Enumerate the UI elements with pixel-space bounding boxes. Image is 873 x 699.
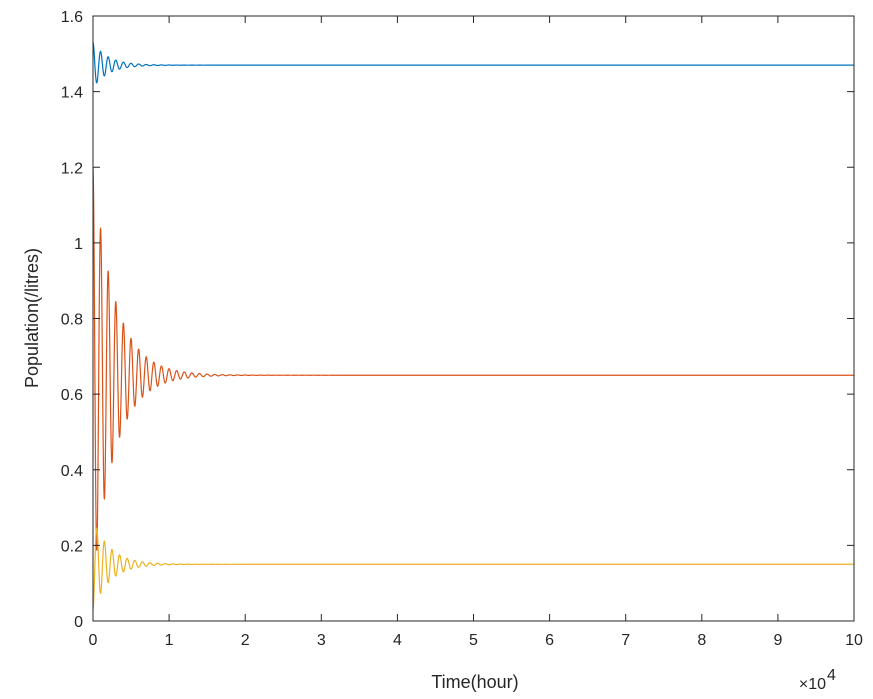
y-tick-label: 1	[74, 236, 83, 253]
y-tick-label: 0.6	[61, 387, 83, 404]
x-axis-exponent-power: 4	[827, 667, 836, 684]
y-axis-ticks: 0 0.2 0.4 0.6 0.8 1 1.2 1.4 1.6	[61, 9, 854, 631]
x-tick-label: 0	[89, 632, 98, 649]
y-tick-label: 0.8	[61, 312, 83, 329]
series-line-1	[92, 42, 855, 84]
plot-area	[93, 16, 854, 621]
y-tick-label: 0	[74, 614, 83, 631]
series-layer	[92, 42, 855, 610]
y-axis-label: Population(/litres)	[22, 248, 42, 388]
y-tick-label: 0.4	[61, 463, 83, 480]
x-axis-ticks: 0 1 2 3 4 5 6 7 8 9 10	[89, 16, 863, 649]
x-tick-label: 6	[545, 632, 554, 649]
x-axis-label: Time(hour)	[431, 672, 518, 692]
series-line-2	[92, 167, 855, 551]
y-tick-label: 1.4	[61, 85, 83, 102]
x-tick-label: 9	[773, 632, 782, 649]
x-tick-label: 3	[317, 632, 326, 649]
x-tick-label: 7	[621, 632, 630, 649]
series-line-3	[92, 527, 855, 610]
x-tick-label: 4	[393, 632, 402, 649]
y-tick-label: 1.6	[61, 9, 83, 26]
x-tick-label: 8	[697, 632, 706, 649]
x-tick-label: 1	[165, 632, 174, 649]
x-tick-label: 10	[845, 632, 863, 649]
x-tick-label: 2	[241, 632, 250, 649]
x-axis-exponent: ×10	[799, 676, 826, 693]
y-tick-label: 1.2	[61, 160, 83, 177]
y-tick-label: 0.2	[61, 538, 83, 555]
x-tick-label: 5	[469, 632, 478, 649]
